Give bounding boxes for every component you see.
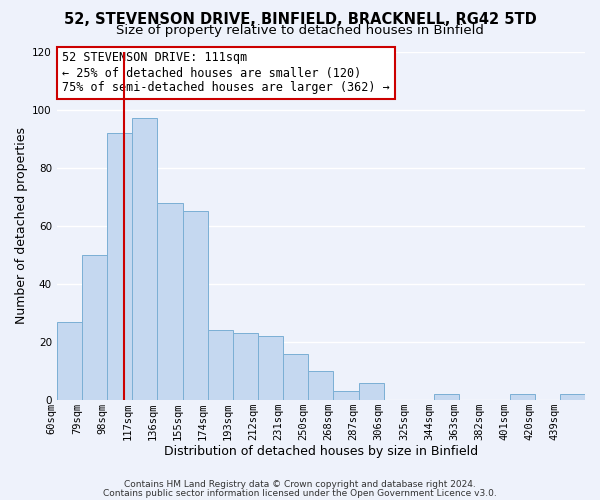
Bar <box>233 333 258 400</box>
Bar <box>132 118 157 400</box>
Bar <box>308 371 334 400</box>
Bar <box>359 382 384 400</box>
Y-axis label: Number of detached properties: Number of detached properties <box>15 128 28 324</box>
Bar <box>208 330 233 400</box>
Bar <box>107 133 132 400</box>
Bar <box>434 394 459 400</box>
Text: 52, STEVENSON DRIVE, BINFIELD, BRACKNELL, RG42 5TD: 52, STEVENSON DRIVE, BINFIELD, BRACKNELL… <box>64 12 536 28</box>
Bar <box>82 255 107 400</box>
Bar <box>157 202 182 400</box>
Text: Size of property relative to detached houses in Binfield: Size of property relative to detached ho… <box>116 24 484 37</box>
Bar <box>560 394 585 400</box>
Bar <box>57 322 82 400</box>
Text: Contains HM Land Registry data © Crown copyright and database right 2024.: Contains HM Land Registry data © Crown c… <box>124 480 476 489</box>
Text: Contains public sector information licensed under the Open Government Licence v3: Contains public sector information licen… <box>103 489 497 498</box>
Bar <box>334 392 359 400</box>
Bar <box>182 212 208 400</box>
Bar <box>509 394 535 400</box>
X-axis label: Distribution of detached houses by size in Binfield: Distribution of detached houses by size … <box>164 444 478 458</box>
Bar <box>283 354 308 400</box>
Bar <box>258 336 283 400</box>
Text: 52 STEVENSON DRIVE: 111sqm
← 25% of detached houses are smaller (120)
75% of sem: 52 STEVENSON DRIVE: 111sqm ← 25% of deta… <box>62 52 390 94</box>
